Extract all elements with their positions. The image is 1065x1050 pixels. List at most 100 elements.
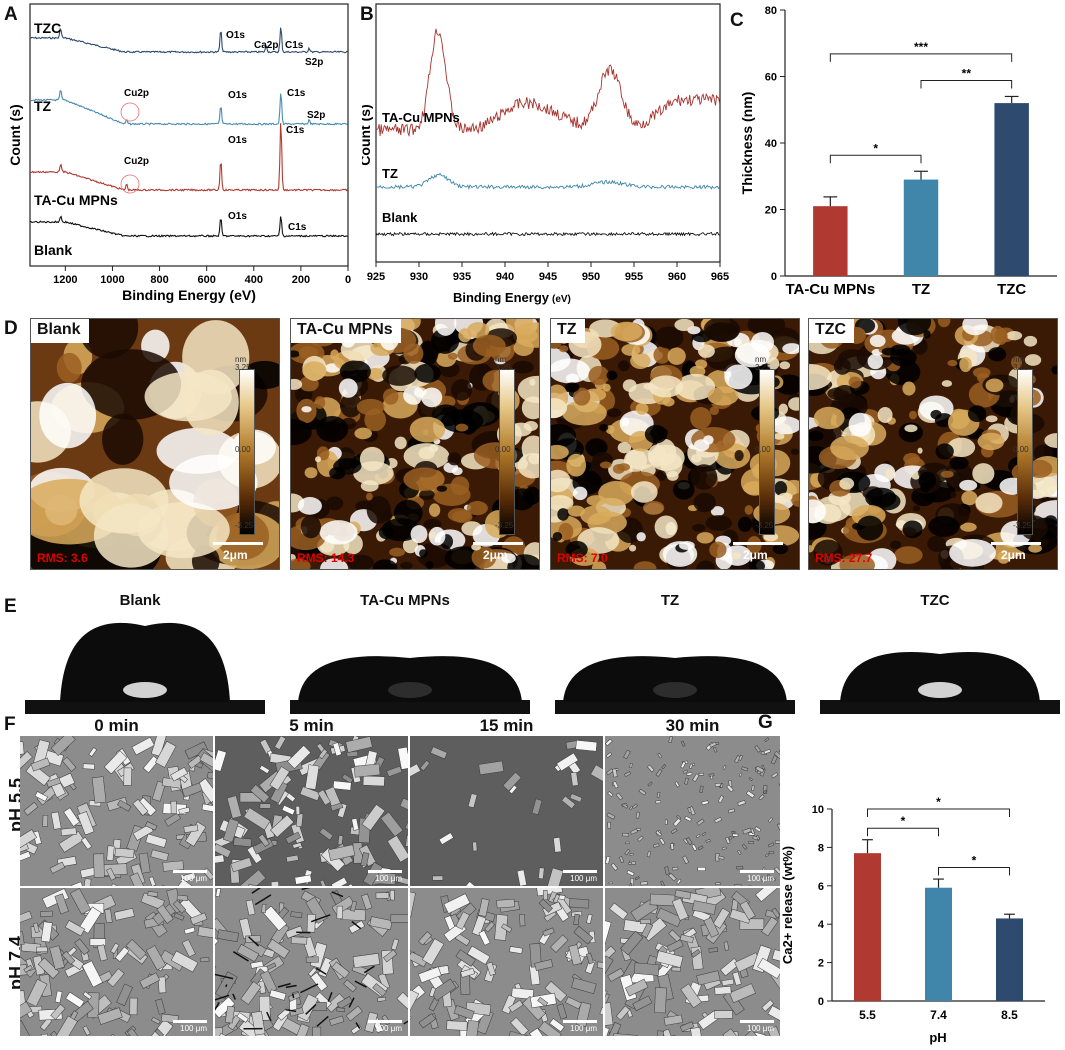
colorbar-label: 0.00 [495,445,511,454]
sample-label-blank: Blank [34,242,72,258]
afm-texture [31,319,279,569]
sem-time-title: 0 min [94,716,139,735]
scale-label: 100 μm [570,874,597,883]
cu2p-curves [375,28,721,237]
droplet [60,622,230,702]
peak-c1s-tzc: C1s [285,40,304,51]
sem-image: 100 μm [20,736,213,886]
colorbar-label: nm [495,355,507,364]
cu2p-xunit: (eV) [552,294,571,305]
peak-cu2p-tz: Cu2p [124,88,149,99]
colorbar-label: nm [1013,355,1025,364]
scale-bar [173,1020,207,1023]
sample-label-tz: TZ [34,98,52,114]
scale-bar [563,1020,597,1023]
scale-label: 100 μm [375,1024,402,1033]
y-tick-label: 8 [818,842,824,854]
colorbar-label: 0.00 [1013,445,1029,454]
afm-rms-value: RMS: 7.0 [557,551,608,565]
scale-bar [173,870,207,873]
y-tick-label: 20 [765,205,777,217]
scale-bar [733,542,783,545]
bar [813,206,848,276]
x-tick-label: 935 [453,271,471,283]
colorbar-label: nm [755,355,767,364]
scale-label: 100 μm [375,874,402,883]
x-tick-label: 800 [150,274,168,286]
significance-label: * [936,795,941,809]
sample-label-tzc: TZC [34,20,61,36]
afm-colorbar [499,369,515,535]
colorbar-label: nm [235,355,247,364]
significance-bracket [938,867,1010,876]
scale-bar [991,542,1041,545]
y-tick-label: 0 [818,996,824,1008]
colorbar-label: -3.25 [235,521,254,530]
afm-colorbar [759,369,775,535]
x-tick-label: 940 [496,271,514,283]
afm-texture [551,319,799,569]
significance-bracket [920,79,1013,89]
colorbar-label: -3.25 [755,521,774,530]
sem-image: 100 μm [410,736,603,886]
scale-bar [473,542,523,545]
sample-label-tz: TZ [382,166,398,181]
ph-xlabel: pH [929,1030,946,1045]
calcium-release-bar-chart: 0 2 4 6 8 10 5.5 7.4 8.5 * * * pH Ca2+ release (wt%) [780,795,1045,1045]
cu2p-xlabel: Binding Energy [453,290,550,305]
x-tick-label: 955 [625,271,643,283]
scale-bar [563,870,597,873]
scale-label: 2μm [483,548,508,562]
afm-title: Blank [31,319,89,343]
afm-rms-value: RMS: 3.6 [37,551,88,565]
scale-bar [368,870,402,873]
x-tick-label: 960 [668,271,686,283]
curve-tacu [375,28,721,138]
sample-label-blank: Blank [382,210,418,225]
droplet [563,656,787,702]
peak-o1s-tzc: O1s [226,30,245,41]
xps-survey-chart: 1200 1000 800 600 400 200 0 TZC TZ TA-Cu MPNs … [7,3,351,303]
afm-image: TZC nm 3.25 0.00 -3.25 RMS: 27.7 2μm [808,318,1058,570]
droplet-image [290,614,530,714]
xps-ylabel: Count (s) [7,104,23,165]
afm-title: TZ [551,319,585,343]
afm-rms-value: RMS: 14.3 [297,551,355,565]
scale-label: 2μm [223,548,248,562]
afm-texture [291,319,539,569]
panel-label-b: B [360,4,374,25]
peak-cu2p-tacu: Cu2p [124,156,149,167]
droplet-image [25,614,265,714]
y-tick-label: 4 [818,919,825,931]
curve-tz [375,172,721,191]
x-tick-label: 965 [711,271,729,283]
x-tick-label: 950 [582,271,600,283]
x-tick-label: 400 [245,274,263,286]
cu2p-spectrum-chart: 925 930 935 940 945 950 955 960 965 TA-Cu MPNs T… [362,3,729,305]
afm-colorbar [1017,369,1033,535]
sem-image: 100 μm [20,888,213,1036]
afm-rms-value: RMS: 27.7 [815,551,873,565]
scale-label: 100 μm [747,874,774,883]
category-label: 7.4 [930,1008,947,1022]
peak-c1s-tz: C1s [287,88,306,99]
sem-time-title: 30 min [665,716,720,735]
x-tick-label: 1000 [100,274,124,286]
colorbar-label: 0.00 [235,445,251,454]
scale-bar [368,1020,402,1023]
x-tick-label: 0 [345,274,351,286]
colorbar-label: -3.25 [1013,521,1032,530]
cu2p-circle-tz [120,102,140,122]
survey-curve [29,27,348,54]
x-tick-label: 945 [539,271,557,283]
peak-c1s-tacu: C1s [286,125,305,136]
sem-image: 100 μm [215,736,408,886]
sample-label-tacu: TA-Cu MPNs [382,110,460,125]
bar [996,918,1023,1001]
peak-o1s-tz: O1s [228,90,247,101]
x-tick-label: 600 [197,274,215,286]
sem-image: 100 μm [605,736,780,886]
curve-blank [375,231,720,237]
significance-label: * [972,854,977,868]
droplet-image [820,614,1060,714]
